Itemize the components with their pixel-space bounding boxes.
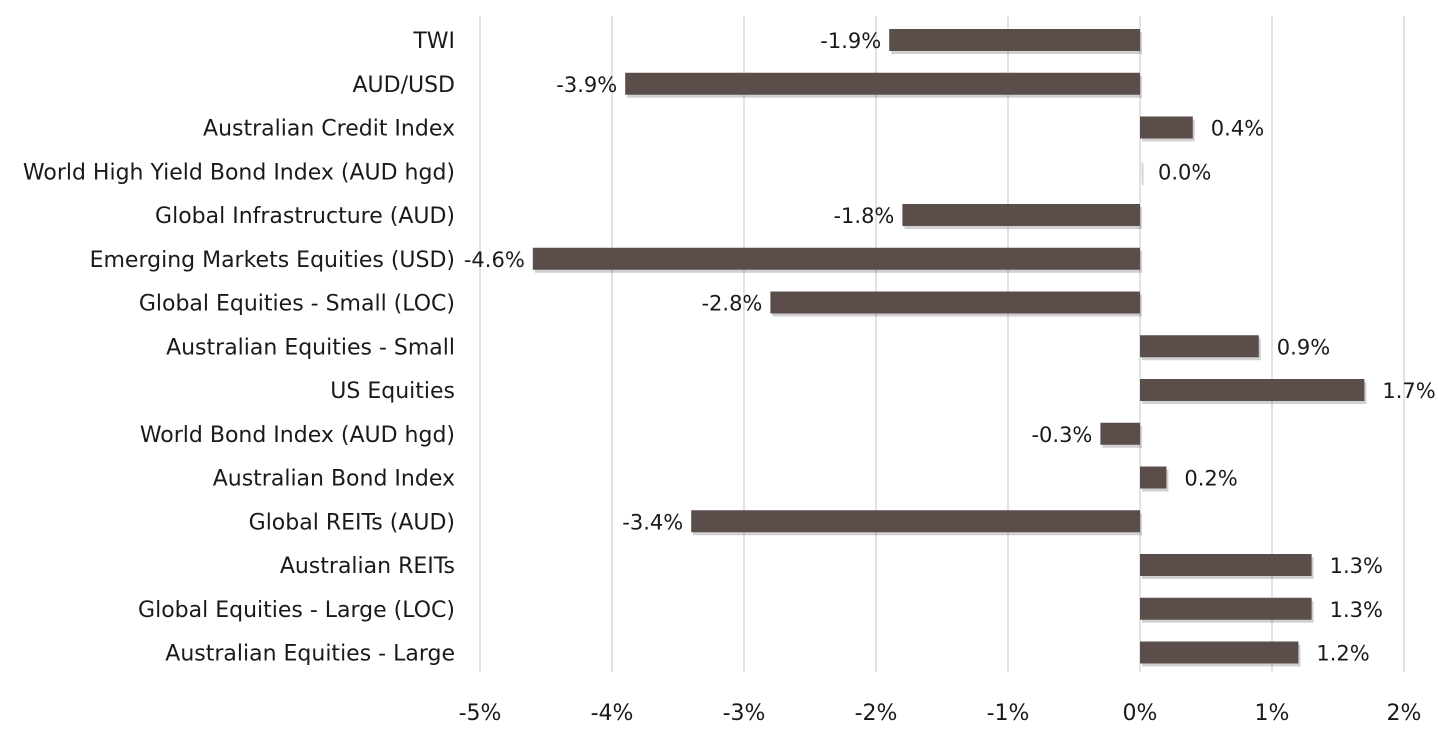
bar [532,247,1140,270]
x-tick-label: -5% [459,701,502,726]
x-tick-label: 2% [1387,701,1422,726]
category-label: Global Infrastructure (AUD) [155,204,455,229]
bar [1140,554,1312,576]
data-label: -4.6% [464,248,525,272]
data-label: 0.0% [1158,160,1211,184]
data-label: 1.3% [1330,598,1383,622]
data-label: 0.4% [1211,117,1264,141]
category-label: Emerging Markets Equities (USD) [90,248,455,273]
data-label: 1.3% [1330,554,1383,578]
bar [902,204,1140,226]
x-tick-label: 0% [1123,701,1158,726]
data-label: 1.7% [1382,379,1435,403]
category-label: Australian Credit Index [203,117,455,142]
data-label: -0.3% [1031,423,1092,447]
data-label: -1.8% [833,204,894,228]
bar-shadow [1142,163,1144,186]
data-label: 1.2% [1316,642,1369,666]
bar [1140,466,1167,489]
x-tick-label: 1% [1255,701,1290,726]
bar [1140,641,1299,664]
bar [889,29,1140,51]
category-label: Australian Equities - Large [165,642,455,667]
x-tick-label: -2% [855,701,898,726]
x-tick-label: -1% [987,701,1030,726]
bar [1140,160,1142,183]
category-label: Global REITs (AUD) [249,510,455,535]
category-label: TWI [412,29,455,54]
bar [1140,379,1365,401]
data-label: -3.9% [556,73,617,97]
data-label: -2.8% [701,292,762,316]
bar [1140,335,1259,358]
category-label: US Equities [330,379,455,404]
bar [625,72,1140,95]
data-label: -1.9% [820,29,881,53]
data-label: -3.4% [622,510,683,534]
category-label: Australian REITs [280,554,455,579]
bars [532,29,1367,667]
x-axis-tick-labels: -5% -4% -3% -2% -1% 0% 1% 2% [459,701,1422,726]
category-label: Australian Bond Index [213,467,455,492]
category-label: World High Yield Bond Index (AUD hgd) [23,160,455,185]
data-labels: -1.9% -3.9% 0.4%0.0% -1.8% -4.6% -2.8% 0.9% 1.7… [464,29,1436,666]
data-label: 0.9% [1277,335,1330,359]
x-tick-label: -4% [591,701,634,726]
bar [770,291,1140,314]
category-labels: TWI AUD/USD Australian Credit Index World H… [23,29,455,667]
category-label: World Bond Index (AUD hgd) [140,423,455,448]
bar [1100,422,1140,445]
x-tick-label: -3% [723,701,766,726]
bar [691,510,1140,533]
category-label: AUD/USD [352,73,455,98]
category-label: Global Equities - Small (LOC) [139,292,455,317]
bar [1140,597,1312,620]
data-label: 0.2% [1184,467,1237,491]
category-label: Global Equities - Large (LOC) [138,598,455,623]
bar [1140,116,1193,139]
category-label: Australian Equities - Small [166,335,455,360]
